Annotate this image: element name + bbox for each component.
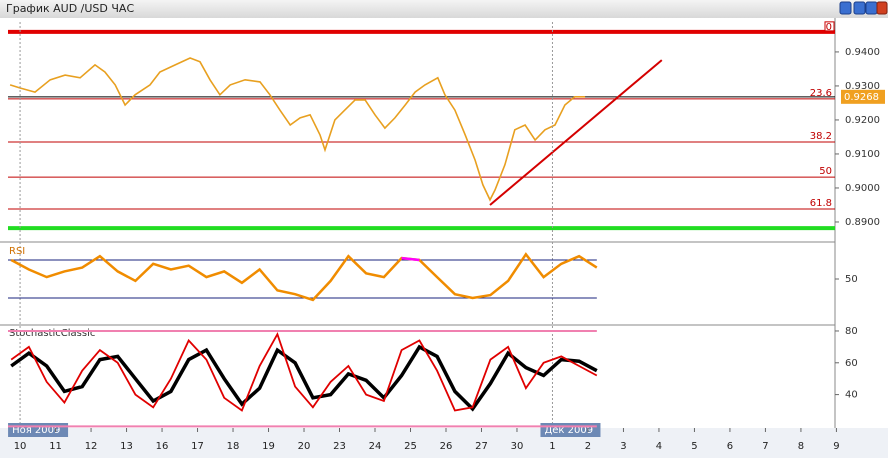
fib-label: 23.6	[810, 88, 832, 99]
y-tick-label: 0.9300	[845, 81, 880, 92]
x-axis-area	[0, 428, 888, 458]
x-tick-label: 4	[656, 441, 662, 452]
x-tick-label: 2	[585, 441, 591, 452]
button[interactable]	[839, 1, 852, 15]
y-tick-label: 0.9400	[845, 47, 880, 58]
fib-label: 50	[819, 166, 832, 177]
month-label: Ноя 2009	[12, 425, 60, 436]
x-tick-label: 10	[14, 441, 27, 452]
last-price-box	[841, 89, 885, 104]
data-line	[10, 331, 598, 412]
x-tick-label: 9	[833, 441, 839, 452]
y-tick-label: 50	[845, 274, 858, 285]
x-tick-label: 13	[120, 441, 133, 452]
panel-label: RSI	[9, 246, 25, 257]
x-tick-label: 8	[798, 441, 804, 452]
last-price-label: 0.9268	[844, 92, 879, 103]
x-tick-label: 23	[333, 441, 346, 452]
fib-label: 0	[826, 22, 832, 33]
y-tick-label: 0.8900	[845, 217, 880, 228]
window-title: График AUD /USD ЧАС	[6, 2, 134, 15]
button[interactable]	[853, 1, 866, 15]
x-tick-label: 25	[404, 441, 417, 452]
button[interactable]	[876, 1, 888, 15]
data-line	[10, 252, 598, 302]
x-tick-label: 18	[227, 441, 240, 452]
x-tick-label: 12	[85, 441, 98, 452]
title-bar	[0, 0, 888, 18]
x-tick-label: 20	[298, 441, 311, 452]
x-tick-label: 11	[49, 441, 62, 452]
fib-label: 61.8	[810, 198, 832, 209]
y-tick-label: 40	[845, 390, 858, 401]
fib-label: 38.2	[810, 131, 832, 142]
x-tick-label: 19	[262, 441, 275, 452]
fib-label-box	[824, 21, 835, 32]
data-line	[489, 59, 663, 206]
x-tick-label: 30	[511, 441, 524, 452]
month-label: Дек 2009	[544, 425, 593, 436]
x-tick-label: 17	[191, 441, 204, 452]
x-tick-label: 6	[727, 441, 733, 452]
y-tick-label: 80	[845, 326, 858, 337]
x-tick-label: 7	[762, 441, 768, 452]
window-buttons[interactable]	[839, 1, 888, 15]
x-tick-label: 26	[440, 441, 453, 452]
panel-label: StochasticClassic	[9, 328, 95, 339]
data-line	[10, 344, 598, 412]
data-line	[9, 57, 586, 202]
y-tick-label: 0.9100	[845, 149, 880, 160]
x-tick-label: 5	[691, 441, 697, 452]
x-tick-label: 16	[156, 441, 169, 452]
x-tick-label: 1	[549, 441, 555, 452]
y-tick-label: 0.9200	[845, 115, 880, 126]
button[interactable]	[865, 1, 878, 15]
x-tick-label: 3	[620, 441, 626, 452]
x-tick-label: 27	[475, 441, 488, 452]
rsi-segment	[401, 256, 420, 262]
y-tick-label: 60	[845, 358, 858, 369]
x-tick-label: 24	[369, 441, 382, 452]
y-tick-label: 0.9000	[845, 183, 880, 194]
